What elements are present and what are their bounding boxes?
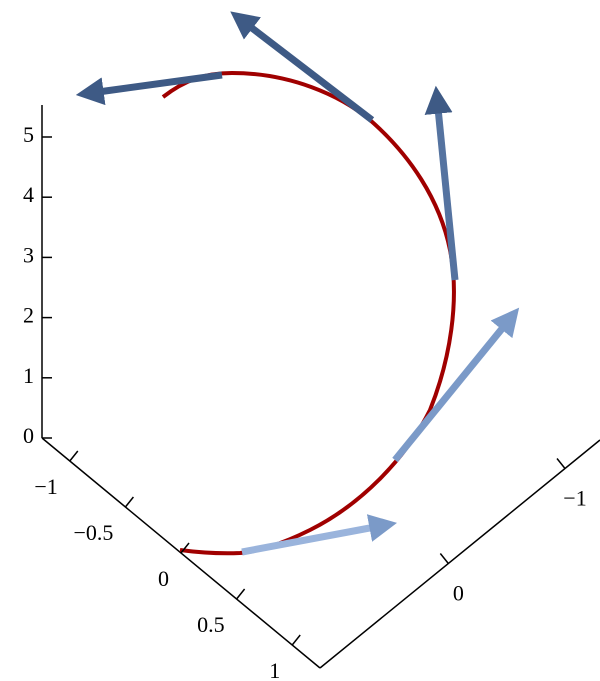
y-tick: [556, 458, 566, 469]
x-tick-label: 1: [269, 658, 280, 681]
z-tick-label: 2: [23, 303, 34, 328]
x-tick: [236, 588, 246, 600]
z-tick-label: 5: [23, 122, 34, 147]
y-tick-label: −1: [563, 486, 586, 511]
y-tick: [439, 553, 449, 564]
z-tick-label: 3: [23, 242, 34, 267]
tangent-vectors: [75, 11, 520, 556]
vector: [75, 71, 223, 106]
x-tick: [124, 496, 134, 508]
z-tick-label: 1: [23, 363, 34, 388]
y-axis: [319, 439, 600, 669]
x-tick-label: 0.5: [197, 612, 225, 637]
z-tick-label: 0: [23, 423, 34, 448]
x-tick-label: −1: [34, 474, 57, 499]
curve: [161, 70, 456, 556]
x-tick: [180, 542, 190, 554]
vector: [424, 85, 459, 281]
x-tick: [69, 450, 79, 462]
vector: [392, 307, 520, 463]
x-tick: [291, 634, 301, 646]
x-tick-label: 0: [158, 566, 169, 591]
z-tick-label: 4: [23, 182, 34, 207]
y-tick-label: 0: [453, 581, 464, 606]
vector: [241, 514, 398, 556]
x-tick-label: −0.5: [73, 520, 113, 545]
vector: [230, 11, 375, 123]
